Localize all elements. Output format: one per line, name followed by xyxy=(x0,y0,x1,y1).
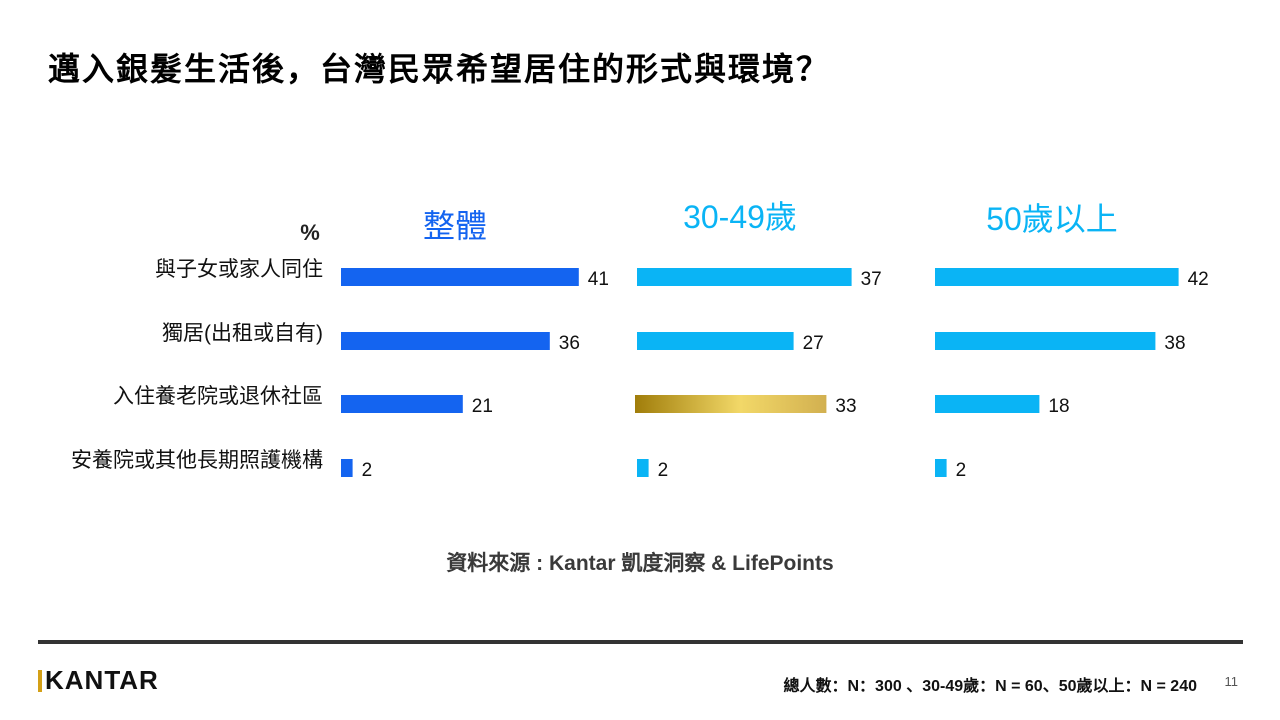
series-header: 整體 xyxy=(423,208,487,244)
bar xyxy=(635,395,827,413)
series-header: 50歲以上 xyxy=(986,201,1118,237)
category-label: 入住養老院或退休社區 xyxy=(113,385,323,408)
series-header: 30-49歲 xyxy=(683,199,797,235)
logo-text: KANTAR xyxy=(45,665,159,695)
page-title: 邁入銀髮生活後，台灣民眾希望居住的形式與環境？ xyxy=(48,51,831,87)
bar xyxy=(935,459,947,477)
data-label: 2 xyxy=(362,460,373,481)
data-label: 27 xyxy=(803,333,824,354)
data-label: 2 xyxy=(956,460,967,481)
sample-size-note: 總人數：N：300 、30-49歲：N = 60、50歲以上：N = 240 xyxy=(783,678,1198,695)
bar xyxy=(341,332,550,350)
bar xyxy=(341,459,353,477)
category-label: 與子女或家人同住 xyxy=(155,258,323,281)
category-label: 獨居(出租或自有) xyxy=(162,322,323,345)
bar xyxy=(637,459,649,477)
data-label: 38 xyxy=(1164,333,1185,354)
data-label: 2 xyxy=(658,460,669,481)
kantar-logo: KANTAR xyxy=(38,665,159,696)
data-label: 37 xyxy=(861,269,882,290)
source-note: 資料來源 : Kantar 凱度洞察 & LifePoints xyxy=(446,552,834,575)
bar xyxy=(935,332,1156,350)
data-label: 42 xyxy=(1188,269,1209,290)
logo-accent-bar xyxy=(38,669,42,692)
data-label: 33 xyxy=(835,396,856,417)
data-label: 21 xyxy=(472,396,493,417)
bar xyxy=(637,268,852,286)
footer-divider xyxy=(38,640,1243,644)
data-label: 36 xyxy=(559,333,580,354)
data-label: 18 xyxy=(1048,396,1069,417)
category-label: 安養院或其他長期照護機構 xyxy=(71,449,323,472)
bar xyxy=(341,268,579,286)
bar xyxy=(935,268,1179,286)
data-label: 41 xyxy=(588,269,609,290)
page-number: 11 xyxy=(1224,674,1239,689)
bar xyxy=(935,395,1040,413)
bar xyxy=(341,395,463,413)
unit-label: % xyxy=(300,220,320,245)
bar xyxy=(637,332,794,350)
